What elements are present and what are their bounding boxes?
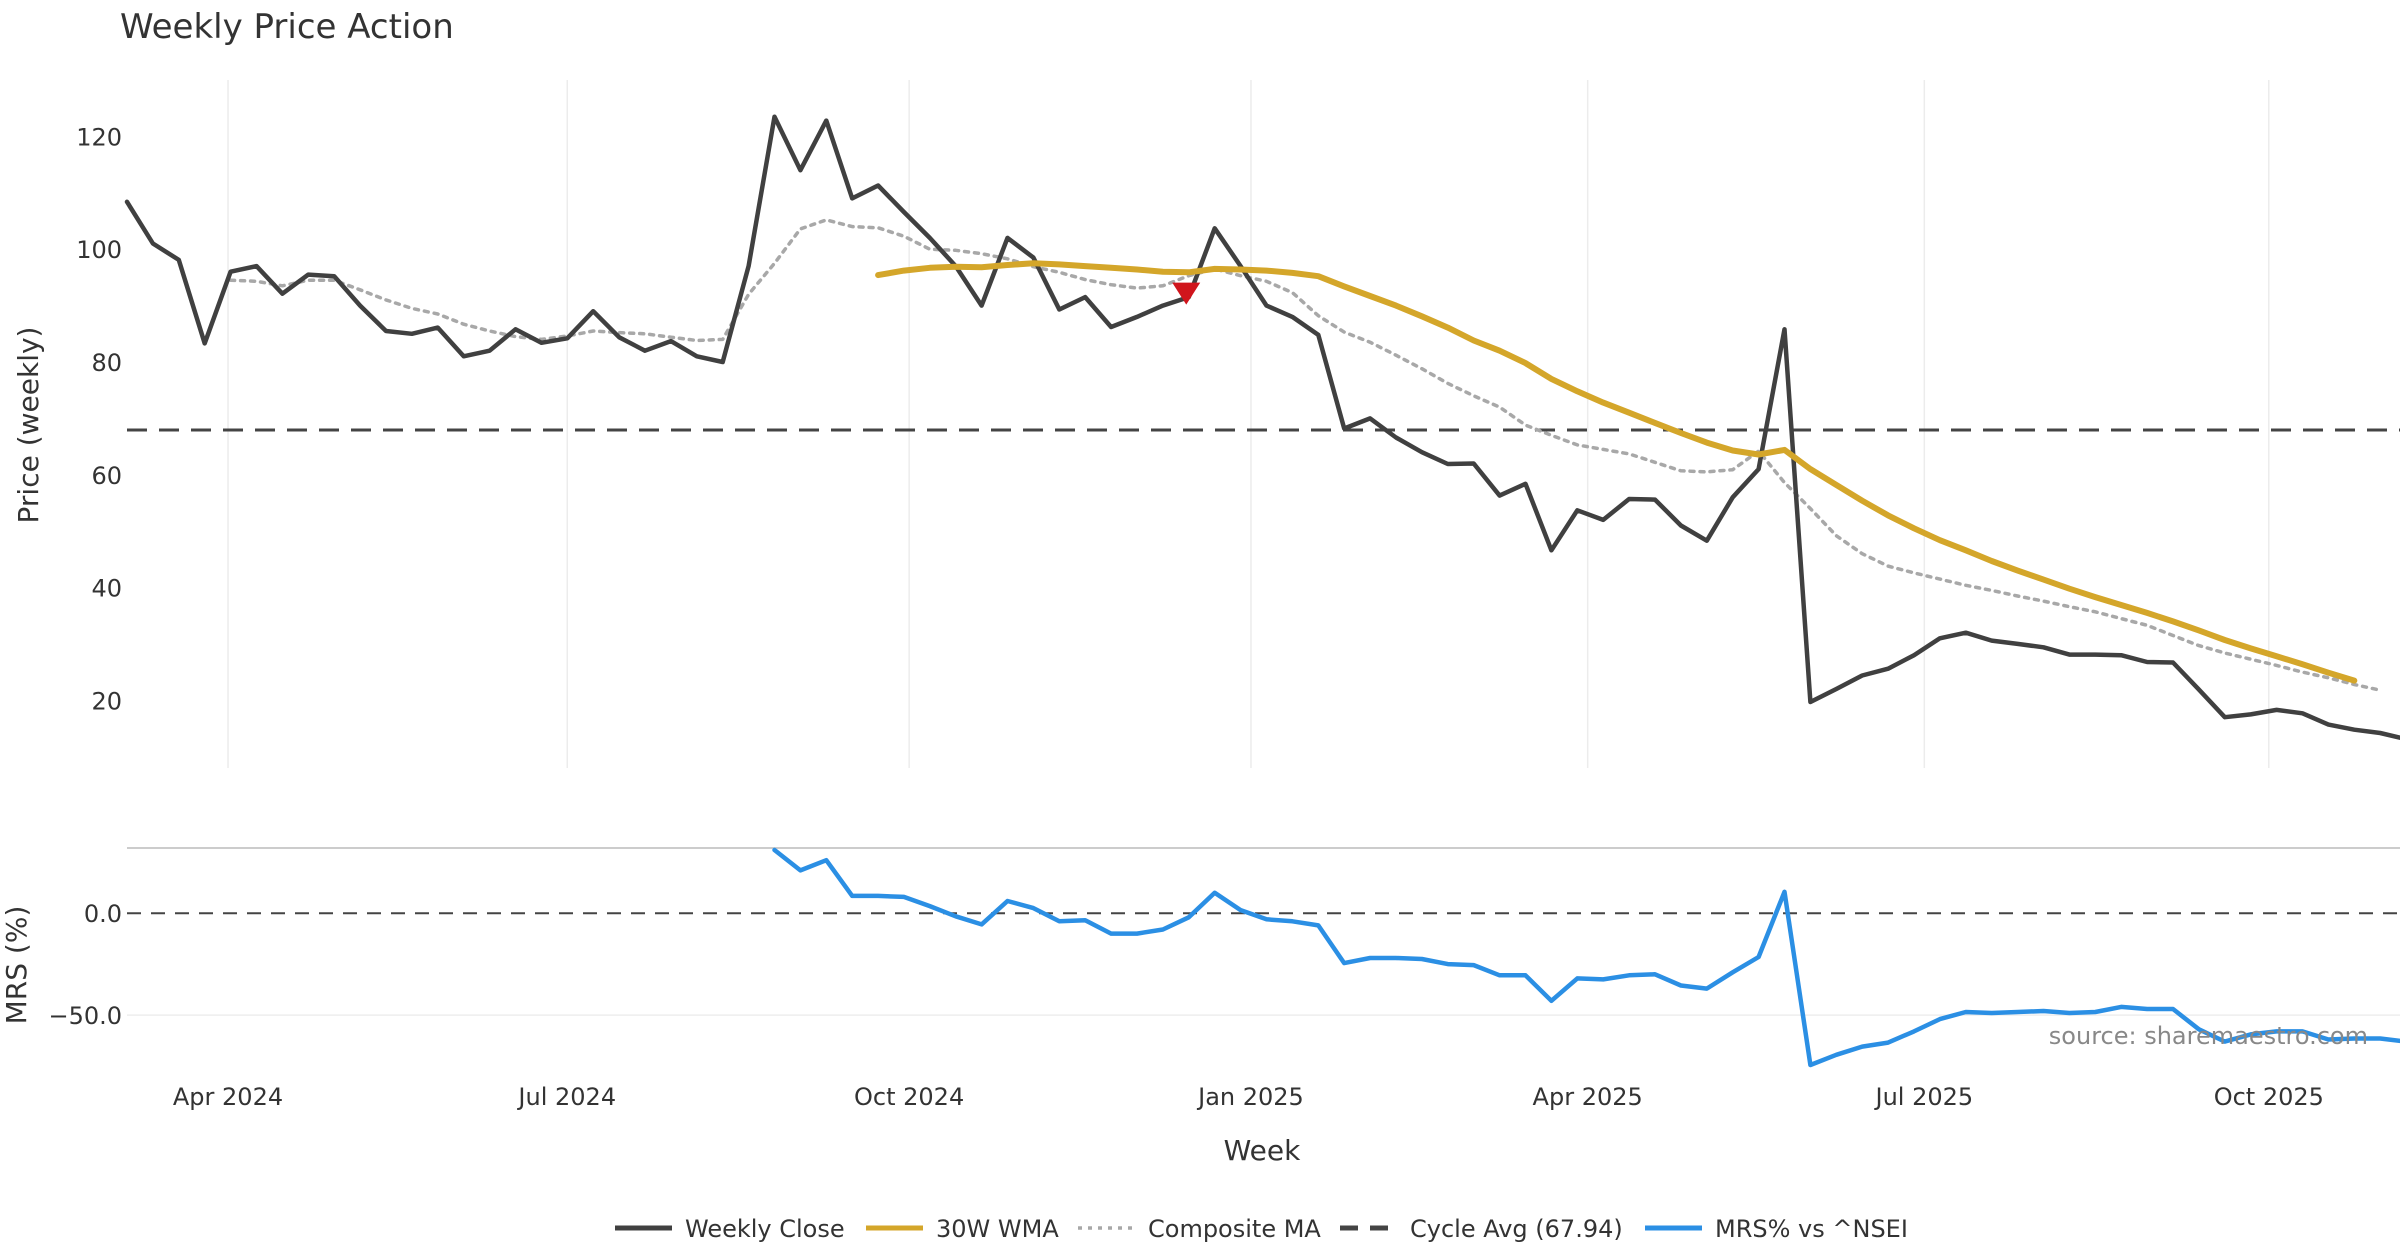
x-ticks: Apr 2024 Jul 2024 Oct 2024 Jan 2025 Apr 2025… [173, 1083, 2324, 1111]
x-tick-label: Oct 2024 [854, 1083, 964, 1111]
price-y-tick-label: 20 [91, 687, 122, 715]
price-y-tick-label: 120 [76, 123, 122, 151]
series-composite-ma [228, 218, 2382, 692]
legend-label-composite-ma: Composite MA [1148, 1215, 1321, 1243]
chart-title: Weekly Price Action [120, 7, 454, 47]
series-30w-wma [875, 260, 2358, 684]
mrs-axis-title: MRS (%) [0, 906, 33, 1025]
legend-label-30w-wma: 30W WMA [936, 1215, 1059, 1243]
legend-label-mrs-vs-nsei: MRS% vs ^NSEI [1715, 1215, 1908, 1243]
price-axis-title: Price (weekly) [12, 327, 45, 524]
mrs-y-tick-label: −50.0 [48, 1002, 122, 1030]
series-mrs-vs-nsei [772, 847, 2400, 1068]
x-tick-label: Jul 2024 [516, 1083, 616, 1111]
source-credit: source: sharemaestro.com [2049, 1022, 2368, 1050]
price-y-tick-label: 100 [76, 236, 122, 264]
reference-lines [127, 428, 2400, 915]
markers [1172, 282, 1201, 305]
legend-label-cycle-avg-67-94: Cycle Avg (67.94) [1410, 1215, 1623, 1243]
grid [127, 80, 2400, 1016]
series-weekly-close [124, 114, 2400, 741]
legend-label-weekly-close: Weekly Close [685, 1215, 845, 1243]
x-tick-label: Apr 2025 [1533, 1083, 1643, 1111]
x-axis-title: Week [1224, 1134, 1301, 1167]
mrs-y-tick-label: 0.0 [84, 900, 122, 928]
y-ticks: 20 40 60 80 100 120 0.0 −50.0 [48, 123, 122, 1030]
price-y-tick-label: 60 [91, 462, 122, 490]
x-tick-label: Oct 2025 [2214, 1083, 2324, 1111]
sell-signal-marker [1172, 282, 1201, 305]
price-y-tick-label: 40 [91, 575, 122, 603]
price-y-tick-label: 80 [91, 349, 122, 377]
legend: Weekly Close 30W WMA Composite MA Cycle Avg… [615, 1215, 1908, 1243]
x-tick-label: Apr 2024 [173, 1083, 283, 1111]
x-tick-label: Jan 2025 [1196, 1083, 1304, 1111]
series-layer [124, 114, 2400, 1068]
x-tick-label: Jul 2025 [1874, 1083, 1974, 1111]
